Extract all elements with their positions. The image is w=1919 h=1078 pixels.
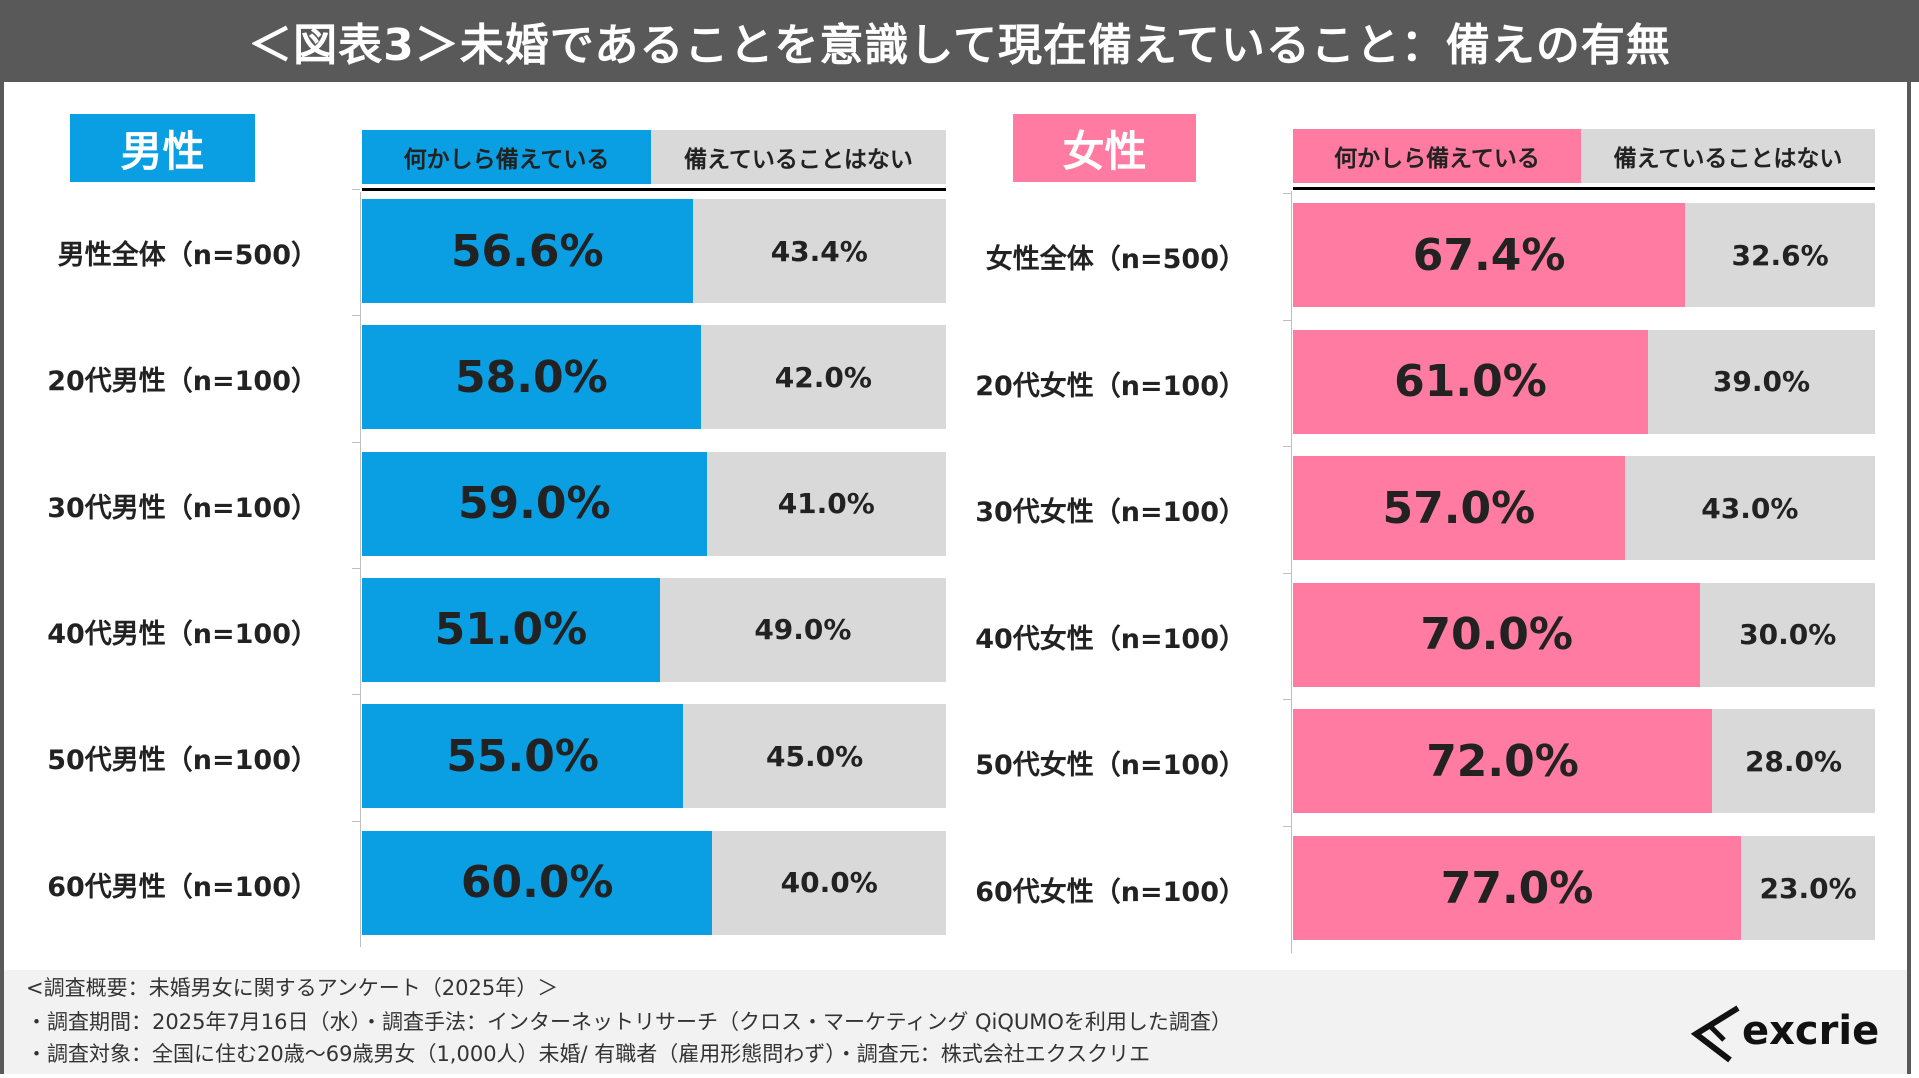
axis-tick <box>1283 699 1291 701</box>
bar-prepared: 70.0% <box>1293 582 1701 687</box>
survey-note-overview: <調査概要：未婚男女に関するアンケート（2025年）＞ <box>26 976 559 1000</box>
row-label: 30代女性（n=100） <box>975 497 1246 529</box>
bar-prepared: 77.0% <box>1293 836 1742 940</box>
bar-row: 60.0% 40.0% <box>362 830 946 935</box>
survey-notes: <調査概要：未婚男女に関するアンケート（2025年）＞ ・調査期間：2025年7… <box>4 970 1907 1074</box>
legend-underline <box>1293 187 1875 190</box>
category-axis <box>360 192 361 947</box>
axis-tick <box>1283 826 1291 827</box>
row-label: 男性全体（n=500） <box>57 240 318 271</box>
axis-tick <box>352 189 360 190</box>
excrie-logo: excrie <box>1690 1004 1890 1064</box>
bar-not-prepared: 49.0% <box>659 577 946 682</box>
bar-row: 72.0% 28.0% <box>1293 709 1875 814</box>
bar-not-prepared: 41.0% <box>706 451 946 556</box>
row-label: 30代男性（n=100） <box>47 492 318 524</box>
bar-not-prepared: 45.0% <box>683 704 946 809</box>
bar-row: 51.0% 49.0% <box>362 577 946 682</box>
axis-tick <box>1283 193 1291 194</box>
bar-row: 77.0% 23.0% <box>1293 836 1875 940</box>
bar-prepared: 72.0% <box>1293 709 1713 814</box>
bar-row: 67.4% 32.6% <box>1293 203 1875 307</box>
bar-prepared: 59.0% <box>362 451 707 556</box>
bar-prepared: 55.0% <box>362 704 684 809</box>
row-label: 40代女性（n=100） <box>975 623 1246 655</box>
bar-row: 59.0% 41.0% <box>362 451 946 556</box>
row-label: 60代男性（n=100） <box>47 871 318 903</box>
panel-title: 女性 <box>1013 114 1196 182</box>
bar-not-prepared: 42.0% <box>700 325 946 430</box>
chart-title: ＜図表3＞未婚であることを意識して現在備えていること：備えの有無 <box>0 0 1919 82</box>
axis-tick <box>352 567 360 569</box>
survey-note-period: ・調査期間：2025年7月16日（水）・調査手法：インターネットリサーチ（クロス… <box>26 1010 1232 1034</box>
axis-tick <box>352 820 360 822</box>
bar-not-prepared: 39.0% <box>1648 329 1875 434</box>
row-label: 20代女性（n=100） <box>975 370 1246 402</box>
bar-prepared: 57.0% <box>1293 456 1625 561</box>
bar-not-prepared: 23.0% <box>1741 836 1875 940</box>
axis-tick <box>352 694 360 696</box>
axis-tick <box>1283 572 1291 574</box>
row-label: 20代男性（n=100） <box>47 366 318 398</box>
row-label: 女性全体（n=500） <box>985 244 1246 275</box>
legend-prepared: 何かしら備えている <box>1293 129 1581 183</box>
bar-not-prepared: 32.6% <box>1685 203 1875 307</box>
axis-tick <box>352 315 360 317</box>
bar-prepared: 60.0% <box>362 830 713 935</box>
bar-row: 57.0% 43.0% <box>1293 456 1875 561</box>
bar-prepared: 67.4% <box>1293 203 1686 307</box>
bar-row: 61.0% 39.0% <box>1293 329 1875 434</box>
bar-prepared: 61.0% <box>1293 329 1649 434</box>
bar-prepared: 56.6% <box>362 199 693 303</box>
row-label: 40代男性（n=100） <box>47 618 318 650</box>
bar-prepared: 51.0% <box>362 577 660 682</box>
bar-row: 70.0% 30.0% <box>1293 582 1875 687</box>
bar-row: 56.6% 43.4% <box>362 199 946 303</box>
bar-not-prepared: 28.0% <box>1712 709 1875 814</box>
logo-text: excrie <box>1742 1008 1880 1054</box>
bar-not-prepared: 43.4% <box>692 199 946 303</box>
row-label: 50代男性（n=100） <box>47 745 318 777</box>
logo-mark-icon <box>1690 1005 1740 1063</box>
legend-not-prepared: 備えていることはない <box>1581 129 1875 183</box>
legend-prepared: 何かしら備えている <box>362 130 651 184</box>
bar-prepared: 58.0% <box>362 325 701 430</box>
legend-not-prepared: 備えていることはない <box>651 130 946 184</box>
bar-not-prepared: 43.0% <box>1624 456 1875 561</box>
bar-not-prepared: 30.0% <box>1700 582 1875 687</box>
bar-row: 58.0% 42.0% <box>362 325 946 430</box>
category-axis <box>1291 191 1292 953</box>
row-label: 50代女性（n=100） <box>975 750 1246 782</box>
axis-tick <box>1283 446 1291 448</box>
bar-row: 55.0% 45.0% <box>362 704 946 809</box>
axis-tick <box>1283 319 1291 321</box>
legend-underline <box>362 188 946 191</box>
row-label: 60代女性（n=100） <box>975 877 1246 908</box>
panel-title: 男性 <box>70 114 255 182</box>
bar-not-prepared: 40.0% <box>712 830 946 935</box>
survey-note-target: ・調査対象：全国に住む20歳～69歳男女（1,000人）未婚/ 有職者（雇用形態… <box>26 1042 1151 1066</box>
axis-tick <box>352 441 360 443</box>
